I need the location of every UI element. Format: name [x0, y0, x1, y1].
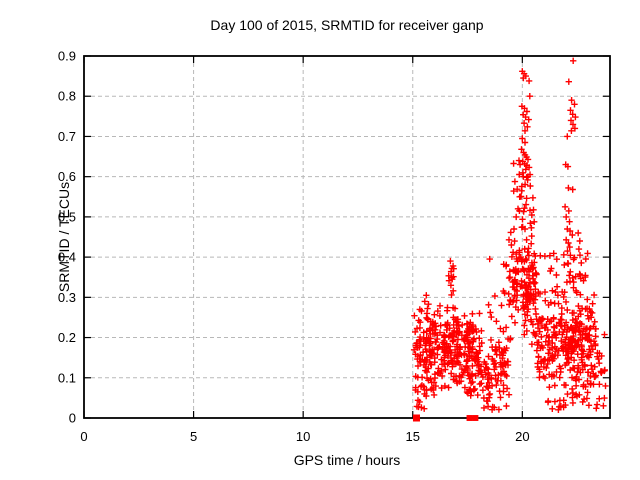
y-tick-labels: 0 0.1 0.2 0.3 0.4 0.5 0.6 0.7 0.8 0.9 — [58, 49, 76, 426]
x-axis-label: GPS time / hours — [293, 452, 401, 468]
y-tick-label: 0 — [69, 411, 76, 426]
data-points — [410, 57, 609, 413]
x-tick-label: 5 — [190, 429, 197, 444]
plot-border — [83, 55, 611, 419]
y-tick-label: 0.4 — [58, 250, 76, 265]
y-tick-label: 0.5 — [58, 209, 76, 224]
y-tick-label: 0.6 — [58, 169, 76, 184]
y-tick-label: 0.3 — [58, 290, 76, 305]
x-tick-labels: 0 5 10 15 20 — [80, 429, 529, 444]
y-tick-label: 0.7 — [58, 129, 76, 144]
grid-lines — [84, 56, 610, 418]
x-tick-label: 15 — [406, 429, 420, 444]
y-tick-label: 0.2 — [58, 330, 76, 345]
x-tick-label: 20 — [515, 429, 529, 444]
zero-value-squares — [412, 414, 479, 422]
x-tick-label: 0 — [80, 429, 87, 444]
chart-title: Day 100 of 2015, SRMTID for receiver gan… — [210, 17, 484, 33]
x-tick-label: 10 — [296, 429, 310, 444]
y-tick-label: 0.1 — [58, 370, 76, 385]
y-tick-label: 0.8 — [58, 89, 76, 104]
y-tick-label: 0.9 — [58, 49, 76, 64]
